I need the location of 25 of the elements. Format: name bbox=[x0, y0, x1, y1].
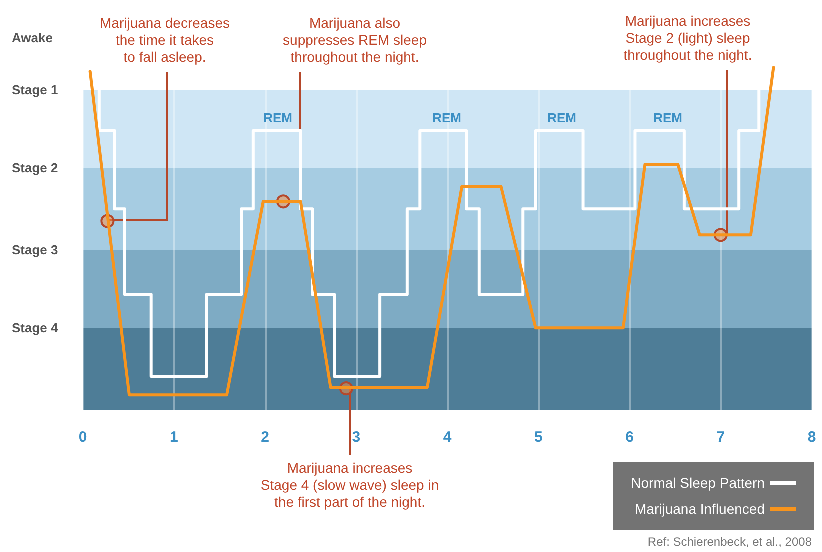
x-tick-label: 0 bbox=[78, 429, 88, 446]
x-tick-label: 6 bbox=[626, 429, 634, 446]
x-tick-label: 7 bbox=[716, 429, 726, 446]
band-label: Stage 3 bbox=[12, 242, 58, 258]
annotation: Marijuana increases Stage 4 (slow wave) sleep in the first part of the night. bbox=[260, 460, 440, 510]
band-label: Stage 4 bbox=[12, 320, 60, 336]
x-tick-label: 3 bbox=[352, 429, 361, 446]
annotation: REM bbox=[548, 110, 576, 126]
x-tick-label: 1 bbox=[170, 429, 178, 446]
annotation: Marijuana increases Stage 2 (light) sleep throughout the night. bbox=[624, 13, 752, 63]
annotation: REM bbox=[432, 110, 462, 126]
annotation: Marijuana also suppresses REM sleep throughout the night. bbox=[283, 15, 428, 65]
x-tick-label: 8 bbox=[808, 429, 816, 446]
band-label: Stage 2 bbox=[12, 160, 58, 176]
x-tick-label: 4 bbox=[443, 429, 452, 446]
annotation: REM bbox=[264, 110, 292, 126]
annotation: Marijuana decreases the time it takes to fall asleep. bbox=[100, 15, 230, 65]
annotation: Awake bbox=[12, 30, 53, 46]
x-tick-label: 2 bbox=[261, 429, 270, 446]
text: Ref: Schierenbeck, et al., 2008 bbox=[648, 535, 812, 549]
legend-label: Marijuana Influenced bbox=[635, 501, 765, 517]
x-tick-label: 5 bbox=[534, 429, 543, 446]
band-label: Stage 1 bbox=[12, 82, 58, 98]
legend-label: Normal Sleep Pattern bbox=[631, 475, 765, 491]
annotation: REM bbox=[654, 110, 682, 126]
